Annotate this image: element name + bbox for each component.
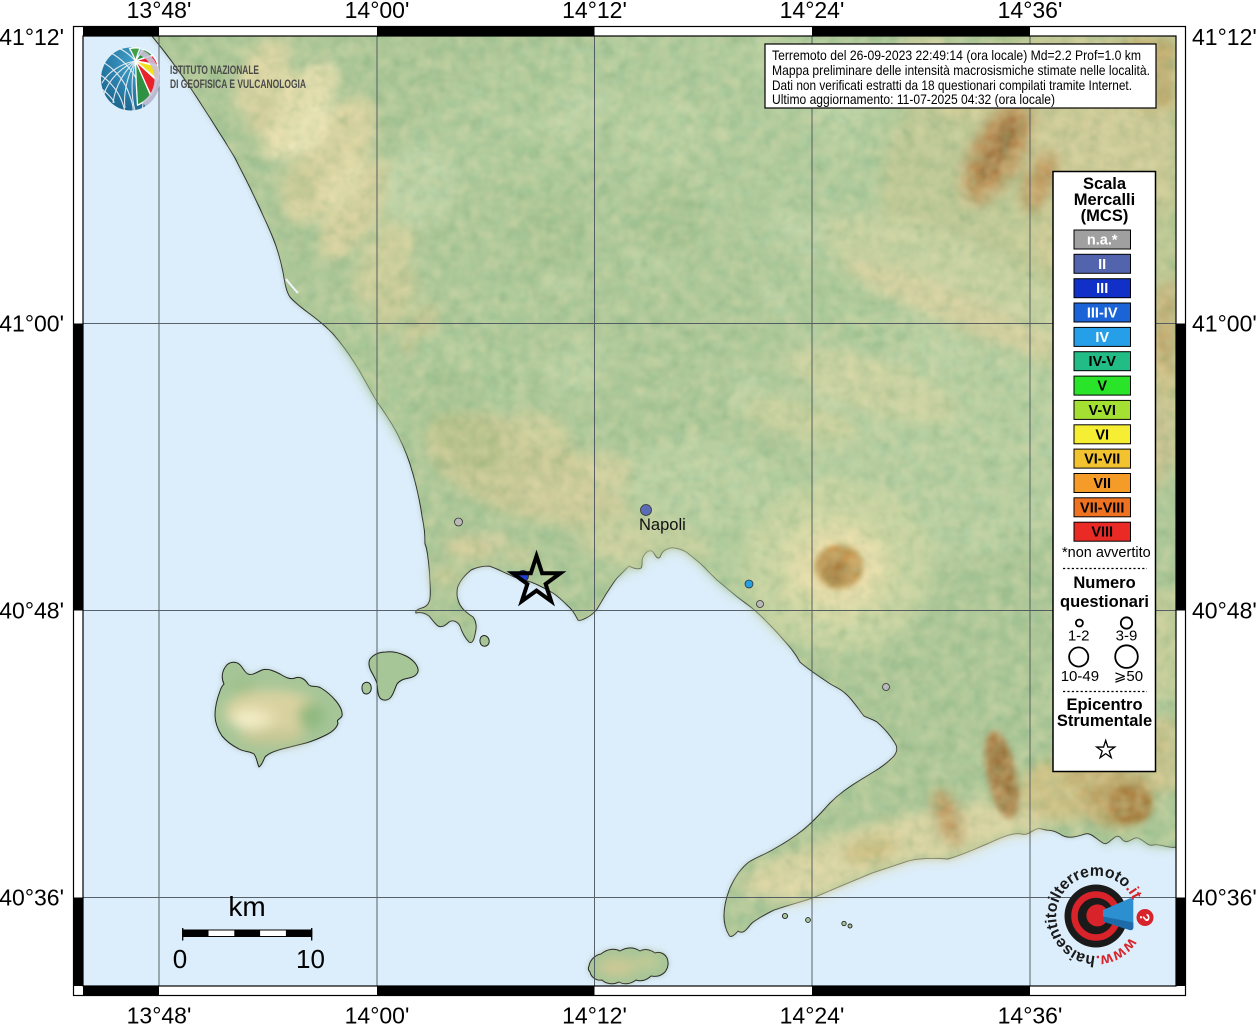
svg-text:14°24': 14°24' (780, 1003, 845, 1025)
svg-text:Numero: Numero (1073, 574, 1135, 592)
svg-text:Terremoto del 26-09-2023 22:49: Terremoto del 26-09-2023 22:49:14 (ora l… (772, 47, 1141, 63)
svg-text:14°24': 14°24' (780, 0, 845, 23)
svg-text:IV-V: IV-V (1088, 354, 1116, 370)
svg-text:Strumentale: Strumentale (1057, 712, 1152, 730)
svg-text:DI GEOFISICA E VULCANOLOGIA: DI GEOFISICA E VULCANOLOGIA (170, 79, 306, 91)
svg-text:(MCS): (MCS) (1081, 207, 1129, 225)
svg-text:n.a.*: n.a.* (1087, 233, 1118, 249)
svg-text:10-49: 10-49 (1061, 668, 1099, 685)
svg-text:41°00': 41°00' (0, 311, 64, 337)
svg-text:km: km (228, 891, 265, 922)
svg-text:?: ? (1137, 913, 1153, 922)
svg-text:3-9: 3-9 (1116, 628, 1138, 645)
svg-text:41°00': 41°00' (1192, 311, 1256, 337)
svg-text:Mappa preliminare delle intens: Mappa preliminare delle intensità macros… (772, 62, 1150, 78)
svg-text:Mercalli: Mercalli (1074, 191, 1135, 209)
svg-text:14°12': 14°12' (562, 1003, 627, 1025)
svg-text:*non avvertito: *non avvertito (1062, 545, 1151, 561)
svg-text:VII: VII (1093, 476, 1111, 492)
svg-text:questionari: questionari (1060, 593, 1149, 611)
svg-text:13°48': 13°48' (127, 0, 192, 23)
svg-text:⩾50: ⩾50 (1114, 668, 1143, 685)
svg-text:0: 0 (173, 944, 187, 974)
svg-text:VII-VIII: VII-VIII (1080, 500, 1124, 516)
svg-text:III-IV: III-IV (1087, 306, 1118, 322)
svg-text:13°48': 13°48' (127, 1003, 192, 1025)
svg-text:Epicentro: Epicentro (1066, 696, 1142, 714)
svg-text:Napoli: Napoli (639, 516, 686, 534)
svg-text:40°36': 40°36' (1192, 885, 1256, 911)
svg-text:14°00': 14°00' (345, 0, 410, 23)
svg-text:Ultimo aggiornamento: 11-07-20: Ultimo aggiornamento: 11-07-2025 04:32 (… (772, 91, 1055, 107)
svg-text:40°48': 40°48' (1192, 598, 1256, 624)
svg-text:14°12': 14°12' (562, 0, 627, 23)
svg-text:41°12': 41°12' (1192, 24, 1256, 50)
svg-text:V-VI: V-VI (1088, 403, 1115, 419)
svg-text:III: III (1096, 281, 1108, 297)
svg-text:14°36': 14°36' (998, 1003, 1063, 1025)
svg-text:Scala: Scala (1083, 175, 1127, 193)
svg-text:VIII: VIII (1091, 525, 1113, 541)
svg-text:IV: IV (1095, 330, 1109, 346)
svg-text:14°00': 14°00' (345, 1003, 410, 1025)
svg-text:VI-VII: VI-VII (1084, 452, 1120, 468)
svg-text:II: II (1098, 257, 1106, 273)
svg-text:41°12': 41°12' (0, 24, 64, 50)
svg-text:14°36': 14°36' (998, 0, 1063, 23)
svg-text:40°36': 40°36' (0, 885, 64, 911)
svg-text:1-2: 1-2 (1068, 628, 1090, 645)
svg-text:VI: VI (1095, 427, 1109, 443)
svg-text:Dati non verificati estratti d: Dati non verificati estratti da 18 quest… (772, 77, 1132, 93)
svg-text:40°48': 40°48' (0, 598, 64, 624)
svg-text:V: V (1097, 379, 1107, 395)
svg-text:ISTITUTO NAZIONALE: ISTITUTO NAZIONALE (170, 65, 259, 77)
svg-text:10: 10 (296, 944, 325, 974)
